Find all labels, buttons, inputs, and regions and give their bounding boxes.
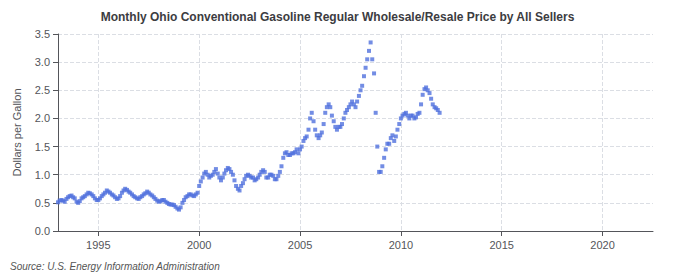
svg-text:1.5: 1.5 xyxy=(35,141,50,153)
svg-text:2.5: 2.5 xyxy=(35,84,50,96)
svg-text:Dollars per Gallon: Dollars per Gallon xyxy=(11,88,23,176)
svg-text:1995: 1995 xyxy=(86,239,110,251)
svg-text:2020: 2020 xyxy=(590,239,614,251)
svg-text:Monthly Ohio Conventional Gaso: Monthly Ohio Conventional Gasoline Regul… xyxy=(101,10,575,24)
svg-text:2005: 2005 xyxy=(288,239,312,251)
svg-text:0.5: 0.5 xyxy=(35,197,50,209)
svg-text:3.0: 3.0 xyxy=(35,56,50,68)
svg-text:3.5: 3.5 xyxy=(35,28,50,40)
svg-text:0.0: 0.0 xyxy=(35,225,50,237)
svg-text:2000: 2000 xyxy=(187,239,211,251)
svg-text:2010: 2010 xyxy=(389,239,413,251)
svg-text:Source: U.S. Energy Informatio: Source: U.S. Energy Information Administ… xyxy=(10,261,220,272)
svg-text:2015: 2015 xyxy=(489,239,513,251)
svg-text:1.0: 1.0 xyxy=(35,169,50,181)
svg-text:2.0: 2.0 xyxy=(35,112,50,124)
